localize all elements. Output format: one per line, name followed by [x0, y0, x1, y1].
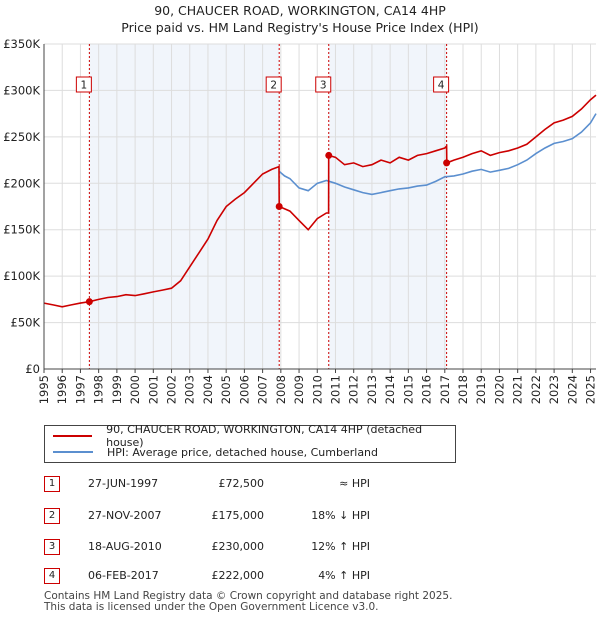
transaction-label-box	[433, 76, 450, 93]
transaction-badge: 1	[44, 476, 60, 492]
y-tick-label: £100K	[3, 269, 40, 283]
x-tick-label: 2013	[365, 375, 379, 404]
ownership-band	[89, 44, 280, 369]
transaction-price: £72,500	[218, 477, 265, 490]
legend-label-hpi: HPI: Average price, detached house, Cumb…	[107, 445, 379, 459]
transaction-date: 27-JUN-1997	[88, 477, 159, 490]
chart-subtitle: Price paid vs. HM Land Registry's House …	[121, 20, 479, 35]
x-tick-label: 2024	[565, 375, 579, 404]
x-tick-label: 2004	[201, 375, 215, 404]
x-tick-label: 2000	[128, 375, 142, 404]
transaction-date: 27-NOV-2007	[88, 509, 162, 522]
transaction-point	[275, 203, 283, 210]
legend-item-hpi: HPI: Average price, detached house, Cumb…	[53, 445, 378, 459]
legend-swatch-property	[53, 435, 93, 437]
transaction-badge: 4	[44, 568, 60, 584]
legend-label-property: 90, CHAUCER ROAD, WORKINGTON, CA14 4HP (…	[106, 423, 423, 449]
transaction-hpi: 4% ↑ HPI	[318, 569, 370, 582]
hpi-series-line	[278, 113, 597, 196]
legend-swatch-hpi	[53, 451, 93, 453]
x-tick-label: 2010	[310, 375, 324, 404]
x-tick-label: 2017	[438, 375, 452, 404]
transaction-date: 06-FEB-2017	[88, 569, 159, 582]
footer-copyright: Contains HM Land Registry data © Crown c…	[44, 590, 453, 602]
x-tick-label: 2018	[456, 375, 470, 404]
y-tick-label: £250K	[3, 130, 40, 144]
transaction-row: 3 18-AUG-2010 £230,000 12% ↑ HPI	[44, 539, 424, 557]
x-tick-label: 1998	[92, 375, 106, 404]
x-tick-label: 2012	[347, 375, 361, 404]
x-tick-label: 2002	[165, 375, 179, 404]
transaction-label-box	[75, 76, 92, 93]
x-tick-label: 2006	[237, 375, 251, 404]
x-tick-label: 1999	[110, 375, 124, 404]
transaction-point	[85, 298, 93, 306]
transaction-label-number: 3	[320, 80, 327, 92]
ownership-band	[328, 44, 447, 369]
transaction-badge: 3	[44, 539, 60, 555]
y-tick-label: £150K	[3, 223, 40, 237]
price-chart: £0 £50K £100K £150K £200K £250K £300K £350K 1995…	[3, 37, 598, 404]
y-tick-label: £300K	[3, 83, 40, 97]
transaction-hpi: 18% ↓ HPI	[311, 509, 370, 522]
x-tick-label: 2005	[219, 375, 233, 404]
transaction-label-box	[265, 76, 282, 93]
transaction-row: 2 27-NOV-2007 £175,000 18% ↓ HPI	[44, 508, 424, 526]
transaction-price: £222,000	[211, 569, 265, 582]
transaction-row: 4 06-FEB-2017 £222,000 4% ↑ HPI	[44, 568, 424, 586]
transaction-point	[325, 151, 333, 159]
property-series-line	[43, 94, 597, 308]
x-tick-label: 1997	[73, 375, 87, 404]
legend: 90, CHAUCER ROAD, WORKINGTON, CA14 4HP (…	[44, 423, 456, 463]
transaction-row: 1 27-JUN-1997 £72,500 ≈ HPI	[44, 476, 424, 494]
x-tick-label: 2014	[383, 375, 397, 404]
x-tick-label: 2025	[584, 375, 598, 404]
y-tick-label: £0	[25, 362, 40, 376]
legend-item-property: 90, CHAUCER ROAD, WORKINGTON, CA14 4HP (…	[53, 423, 455, 449]
x-tick-label: 2009	[292, 375, 306, 404]
transaction-label-number: 4	[438, 80, 445, 92]
transaction-label-number: 2	[270, 80, 277, 92]
x-tick-label: 2007	[256, 375, 270, 404]
footer-licence: This data is licensed under the Open Gov…	[44, 601, 379, 613]
transaction-badge: 2	[44, 508, 60, 524]
transaction-price: £175,000	[211, 509, 265, 522]
transaction-label-number: 1	[81, 80, 88, 92]
y-tick-label: £200K	[3, 176, 40, 190]
x-tick-label: 1995	[37, 375, 51, 404]
x-tick-label: 2011	[328, 375, 342, 404]
y-tick-label: £350K	[3, 37, 40, 51]
y-tick-label: £50K	[11, 316, 41, 330]
x-tick-label: 2015	[401, 375, 415, 404]
transaction-price: £230,000	[211, 540, 265, 553]
x-tick-label: 2021	[511, 375, 525, 404]
transaction-hpi: 12% ↑ HPI	[311, 540, 370, 553]
chart-title: 90, CHAUCER ROAD, WORKINGTON, CA14 4HP	[154, 3, 446, 18]
transaction-date: 18-AUG-2010	[88, 540, 162, 553]
x-tick-label: 2008	[274, 375, 288, 404]
x-tick-label: 2016	[420, 375, 434, 404]
x-tick-label: 2003	[183, 375, 197, 404]
x-tick-label: 2001	[146, 375, 160, 404]
transaction-hpi: ≈ HPI	[339, 477, 370, 490]
x-tick-label: 1996	[55, 375, 69, 404]
x-tick-label: 2019	[474, 375, 488, 404]
x-tick-label: 2023	[547, 375, 561, 404]
x-tick-label: 2022	[529, 375, 543, 404]
transaction-label-box	[315, 76, 332, 93]
x-tick-label: 2020	[492, 375, 506, 404]
transaction-point	[443, 159, 451, 167]
